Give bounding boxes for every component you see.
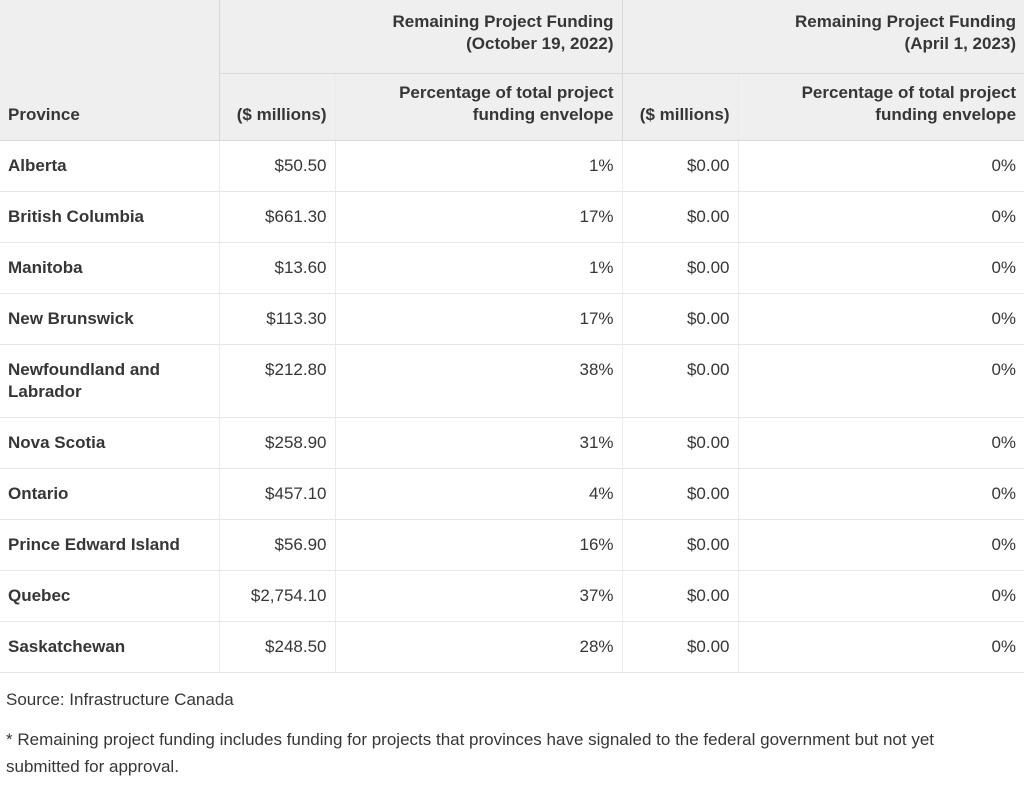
millions-header-oct: ($ millions): [219, 73, 336, 141]
province-cell: Quebec: [0, 570, 220, 622]
province-cell: Newfoundland and Labrador: [0, 344, 220, 418]
table-row-ontario: Ontario $457.10 4% $0.00 0%: [0, 468, 1024, 520]
apr-pct-cell: 0%: [738, 519, 1024, 571]
oct-pct-cell: 17%: [335, 293, 623, 345]
oct-pct-cell: 37%: [335, 570, 623, 622]
group-title-line2: (October 19, 2022): [466, 34, 614, 53]
sub-header-row: ($ millions) Percentage of total project…: [0, 73, 1024, 141]
oct-millions-cell: $248.50: [219, 621, 336, 673]
apr-millions-cell: $0.00: [622, 242, 739, 294]
apr-millions-cell: $0.00: [622, 191, 739, 243]
oct-pct-cell: 31%: [335, 417, 623, 469]
apr-millions-cell: $0.00: [622, 140, 739, 192]
funding-table: Province Remaining Project Funding (Octo…: [0, 0, 1024, 673]
province-column-header: Province: [0, 0, 220, 141]
group-title-line1: Remaining Project Funding: [795, 12, 1017, 31]
table-row-nova-scotia: Nova Scotia $258.90 31% $0.00 0%: [0, 417, 1024, 469]
pct-header-line1: Percentage of total project: [801, 83, 1017, 102]
province-cell: Alberta: [0, 140, 220, 192]
apr-millions-cell: $0.00: [622, 621, 739, 673]
oct-pct-cell: 38%: [335, 344, 623, 418]
apr-millions-cell: $0.00: [622, 417, 739, 469]
apr-millions-cell: $0.00: [622, 344, 739, 418]
oct-millions-cell: $258.90: [219, 417, 336, 469]
apr-pct-cell: 0%: [738, 293, 1024, 345]
footnote-text: * Remaining project funding includes fun…: [6, 730, 935, 776]
oct-millions-cell: $13.60: [219, 242, 336, 294]
millions-header-apr: ($ millions): [622, 73, 739, 141]
pct-header-line2: funding envelope: [875, 105, 1017, 124]
table-row-manitoba: Manitoba $13.60 1% $0.00 0%: [0, 242, 1024, 294]
province-cell: Nova Scotia: [0, 417, 220, 469]
apr-pct-cell: 0%: [738, 191, 1024, 243]
apr-pct-cell: 0%: [738, 140, 1024, 192]
oct-pct-cell: 16%: [335, 519, 623, 571]
apr-millions-cell: $0.00: [622, 519, 739, 571]
source-text: Source: Infrastructure Canada: [6, 690, 234, 709]
province-cell: Prince Edward Island: [0, 519, 220, 571]
oct-millions-cell: $56.90: [219, 519, 336, 571]
apr-pct-cell: 0%: [738, 242, 1024, 294]
group-title-line2: (April 1, 2023): [904, 34, 1017, 53]
table-body: Alberta $50.50 1% $0.00 0% British Colum…: [0, 140, 1024, 673]
pct-header-line1: Percentage of total project: [399, 83, 614, 102]
oct-pct-cell: 1%: [335, 242, 623, 294]
table-row-quebec: Quebec $2,754.10 37% $0.00 0%: [0, 570, 1024, 622]
apr-pct-cell: 0%: [738, 468, 1024, 520]
apr-millions-cell: $0.00: [622, 293, 739, 345]
pct-header-apr: Percentage of total project funding enve…: [738, 73, 1024, 141]
table-row-new-brunswick: New Brunswick $113.30 17% $0.00 0%: [0, 293, 1024, 345]
oct-millions-cell: $2,754.10: [219, 570, 336, 622]
table-footer: Source: Infrastructure Canada * Remainin…: [0, 688, 1024, 798]
group-header-oct-2022: Remaining Project Funding (October 19, 2…: [219, 0, 623, 74]
group-title-line1: Remaining Project Funding: [392, 12, 614, 31]
pct-header-oct: Percentage of total project funding enve…: [335, 73, 623, 141]
group-header-row: Province Remaining Project Funding (Octo…: [0, 0, 1024, 141]
oct-millions-cell: $457.10: [219, 468, 336, 520]
apr-pct-cell: 0%: [738, 344, 1024, 418]
oct-pct-cell: 17%: [335, 191, 623, 243]
province-cell: Ontario: [0, 468, 220, 520]
table-header: Province Remaining Project Funding (Octo…: [0, 0, 1024, 141]
apr-millions-cell: $0.00: [622, 468, 739, 520]
pct-header-line2: funding envelope: [472, 105, 614, 124]
oct-millions-cell: $661.30: [219, 191, 336, 243]
apr-millions-cell: $0.00: [622, 570, 739, 622]
province-cell: New Brunswick: [0, 293, 220, 345]
oct-pct-cell: 1%: [335, 140, 623, 192]
oct-pct-cell: 28%: [335, 621, 623, 673]
oct-millions-cell: $50.50: [219, 140, 336, 192]
province-cell: Saskatchewan: [0, 621, 220, 673]
apr-pct-cell: 0%: [738, 621, 1024, 673]
oct-pct-cell: 4%: [335, 468, 623, 520]
table-row-prince-edward-island: Prince Edward Island $56.90 16% $0.00 0%: [0, 519, 1024, 571]
group-header-apr-2023: Remaining Project Funding (April 1, 2023…: [622, 0, 1024, 74]
table-row-alberta: Alberta $50.50 1% $0.00 0%: [0, 140, 1024, 192]
oct-millions-cell: $113.30: [219, 293, 336, 345]
province-cell: British Columbia: [0, 191, 220, 243]
table-row-british-columbia: British Columbia $661.30 17% $0.00 0%: [0, 191, 1024, 243]
province-cell: Manitoba: [0, 242, 220, 294]
table-row-newfoundland-and-labrador: Newfoundland and Labrador $212.80 38% $0…: [0, 344, 1024, 418]
apr-pct-cell: 0%: [738, 570, 1024, 622]
apr-pct-cell: 0%: [738, 417, 1024, 469]
table-row-saskatchewan: Saskatchewan $248.50 28% $0.00 0%: [0, 621, 1024, 673]
oct-millions-cell: $212.80: [219, 344, 336, 418]
